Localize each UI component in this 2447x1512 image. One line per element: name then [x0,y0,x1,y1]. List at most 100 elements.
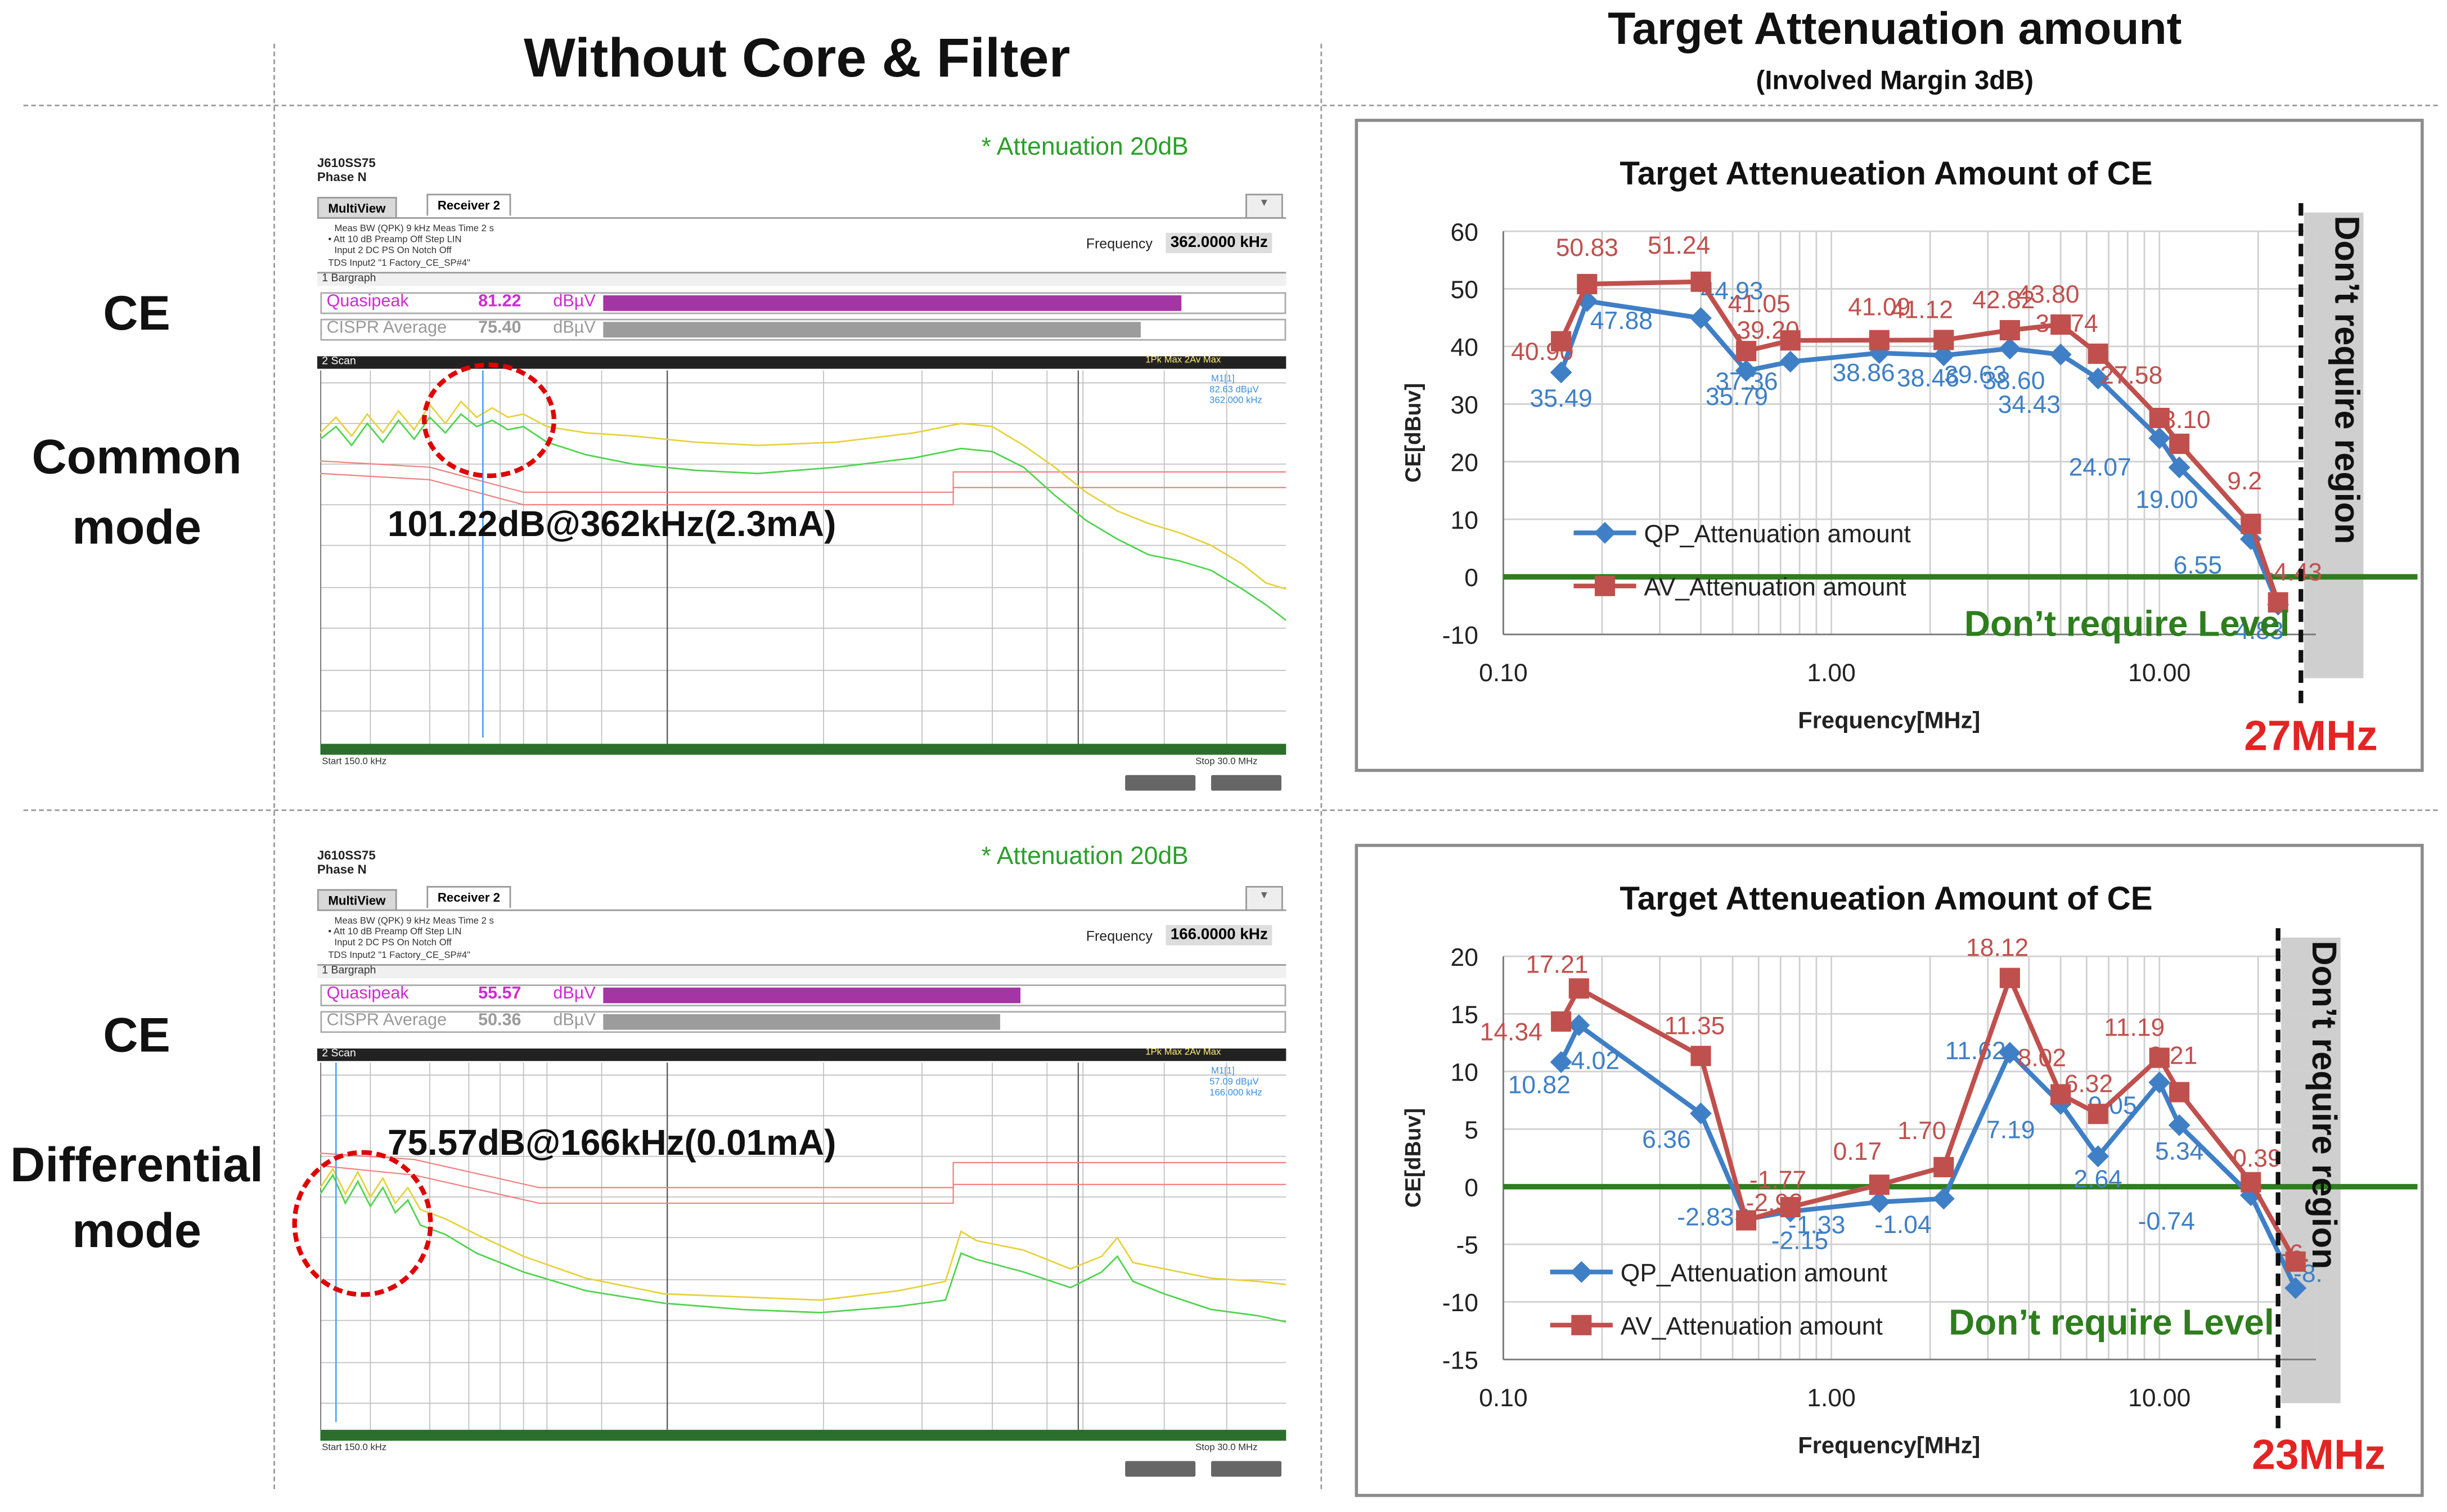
data-label: 8.02 [2018,1044,2067,1072]
data-label: 2.64 [2073,1166,2122,1193]
mode-button[interactable] [1211,775,1281,791]
data-label: 35.79 [1706,383,1768,411]
scan-start: Start 150.0 kHz [322,1443,387,1454]
legend-marker [1571,1315,1592,1335]
average-label: CISPR Average [326,1011,447,1030]
analyzer-differential-mode: J610SS75 Phase N * Attenuation 20dB Mult… [292,844,1297,1489]
av-point [2088,343,2108,364]
analyzer-common-mode: J610SS75 Phase N * Attenuation 20dB Mult… [313,134,1297,797]
data-label: 1.70 [1897,1117,1946,1145]
av-point [2149,1047,2170,1068]
av-point [2050,314,2071,335]
bargraph-title: 1 Bargraph [322,273,376,285]
analyzer-phase: Phase N [317,862,367,877]
av-point [1999,320,2020,341]
qp-point [1999,338,2021,360]
row1-label-ce: CE [103,286,170,341]
marker-level: 82.63 dBµV [1209,386,1259,395]
mode-button[interactable] [1211,1461,1281,1477]
scan-stop: Stop 30.0 MHz [1195,1443,1258,1454]
y-tick-label: -15 [1442,1347,1478,1375]
legend-label: AV_Attenuation amount [1621,1312,1883,1340]
att-button[interactable] [1125,775,1196,791]
data-label: 50.83 [1556,234,1618,262]
data-label: -2.15 [1771,1227,1828,1254]
data-label: -0.74 [2138,1208,2195,1235]
dont-require-region [2281,937,2341,1403]
qp-point [2087,367,2109,390]
av-point [1780,1196,1801,1217]
y-tick-label: 20 [1451,944,1478,971]
average-label: CISPR Average [326,318,447,338]
legend-label: QP_Attenuation amount [1644,520,1911,548]
av-point [1568,978,1589,999]
marker-label: M1[1] [1211,375,1235,385]
analyzer-device: J610SS75 [317,848,376,863]
av-point [2241,514,2261,534]
data-label: 51.24 [1648,232,1710,259]
setting-att: • Att 10 dB Preamp Off Step LIN [328,236,462,246]
average-bar [603,1014,1000,1030]
row2-label-mode: mode [72,1203,201,1258]
y-tick-label: 10 [1451,1059,1478,1087]
divider-right [1320,43,1323,1490]
data-label: 6.55 [2174,552,2222,579]
data-label: 38.60 [1982,367,2045,394]
average-row: CISPR Average 50.36 dBµV [320,1011,1287,1033]
tab-receiver[interactable]: Receiver 2 [426,886,511,908]
data-label: 4.83 [2235,617,2283,645]
y-tick-label: 60 [1451,219,1478,246]
data-label: 17.21 [1526,951,1588,978]
scan-plot [320,1063,1287,1430]
tab-multiview[interactable]: MultiView [317,197,397,219]
frequency-value: 362.0000 kHz [1166,232,1273,254]
data-label: 35.49 [1530,385,1593,412]
scan-start: Start 150.0 kHz [322,758,387,767]
y-tick-label: 10 [1451,507,1478,534]
average-unit: dBµV [553,1011,596,1030]
data-label: 47.88 [1590,307,1653,335]
chart-title: Target Attenueation Amount of CE [1620,155,2152,192]
marker-level: 57.09 dBµV [1209,1078,1259,1088]
av-point [1736,1210,1757,1231]
scan-title: 2 Scan [322,1048,356,1060]
y-tick-label: -5 [1456,1232,1478,1259]
att-button[interactable] [1125,1461,1196,1477]
divider-left [273,43,275,1490]
dropdown-icon[interactable]: ▾ [1245,886,1283,911]
quasipeak-bar [603,295,1182,311]
qp-point [1932,1187,1955,1210]
threshold-label: Don’t require Level [1964,604,2290,644]
data-label: 34.43 [1998,391,2061,418]
data-label: 14.02 [1557,1047,1620,1074]
y-axis-title: CE[dBuv] [1401,383,1425,483]
bargraph-header: 1 Bargraph [317,964,1287,979]
dropdown-icon[interactable]: ▾ [1245,194,1283,219]
tab-receiver[interactable]: Receiver 2 [426,194,511,216]
data-label: 9.2 [2227,467,2262,495]
data-label: 11.35 [1664,1012,1725,1040]
chart-box-common [1355,119,2424,772]
data-label: 24.07 [2069,454,2131,482]
attenuation-chart-common: Target Attenueation Amount of CE 60 50 40 30… [1401,155,2418,734]
quasipeak-row: Quasipeak 81.22 dBµV [320,292,1287,314]
setting-input: Input 2 DC PS On Notch Off [334,939,452,949]
data-label: 41.05 [1728,290,1791,318]
header-rule [317,217,1287,219]
av-point [2241,1172,2261,1192]
attenuation-note: * Attenuation 20dB [981,134,1189,161]
data-label: 41.12 [1891,296,1953,324]
quasipeak-bar [603,987,1021,1004]
legend-marker [1594,575,1616,596]
y-tick-label: 15 [1451,1001,1478,1029]
av-point [1999,968,2020,988]
setting-tds: TDS Input2 "1 Factory_CE_SP#4" [328,259,471,269]
av-point [1577,273,1598,295]
tab-multiview[interactable]: MultiView [317,889,397,911]
scan-header: 2 Scan 1Pk Max 2Av Max [317,1048,1287,1061]
header-rule [317,909,1287,911]
y-axis-title: CE[dBuv] [1401,1108,1425,1208]
average-row: CISPR Average 75.40 dBµV [320,318,1287,341]
